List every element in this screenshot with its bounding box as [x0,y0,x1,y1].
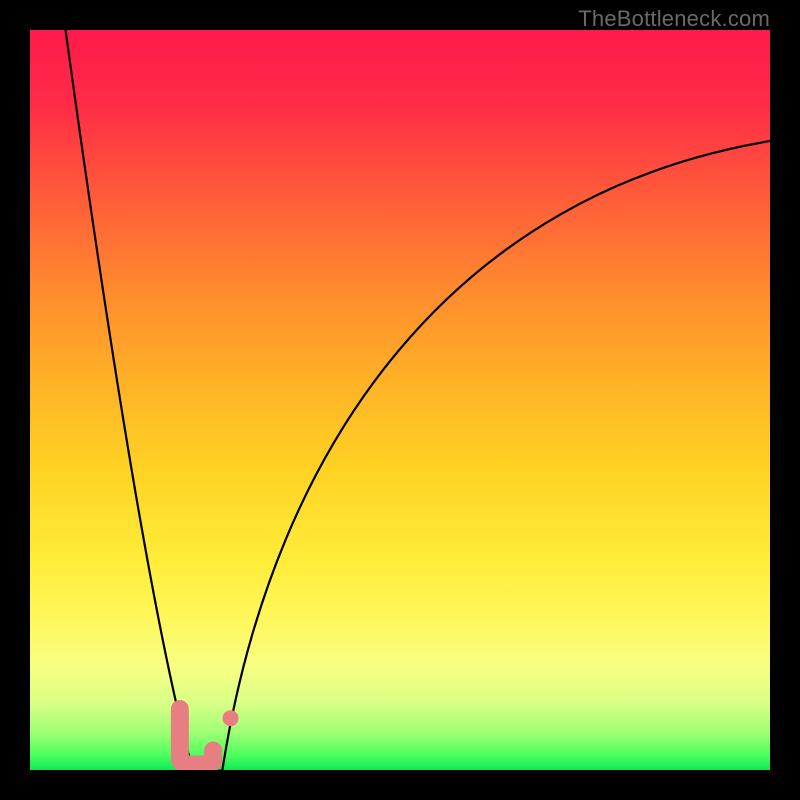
marker-dot [223,710,239,726]
curve-layer [30,30,770,770]
chart-container: TheBottleneck.com [0,0,800,800]
watermark-text: TheBottleneck.com [578,6,770,32]
bottleneck-curve [66,30,770,770]
marker-cluster-blob [180,709,213,765]
plot-area [30,30,770,770]
